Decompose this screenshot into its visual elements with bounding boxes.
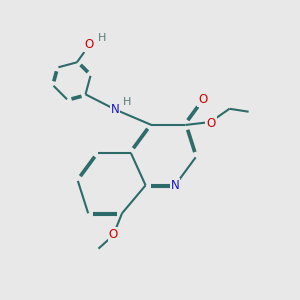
- Text: O: O: [84, 38, 93, 51]
- Text: N: N: [171, 179, 179, 192]
- Text: N: N: [111, 103, 119, 116]
- Text: O: O: [206, 117, 216, 130]
- Text: H: H: [98, 33, 106, 43]
- Text: O: O: [198, 93, 208, 106]
- Text: O: O: [109, 228, 118, 241]
- Text: H: H: [122, 97, 131, 107]
